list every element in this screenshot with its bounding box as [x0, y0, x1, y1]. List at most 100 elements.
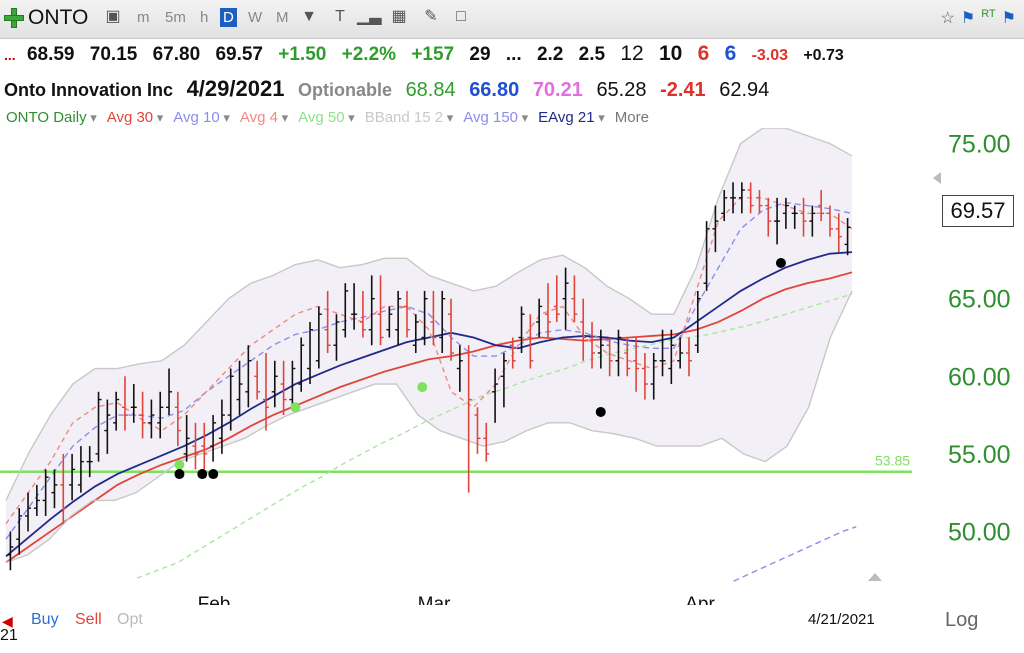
star-icon[interactable]: ☆ [940, 10, 955, 27]
price-bar [439, 290, 446, 353]
quote-open: 68.59 [26, 44, 75, 65]
period-w[interactable]: W [248, 9, 263, 26]
scroll-up-icon [933, 172, 941, 184]
nav-left-icon[interactable]: ◀ [2, 613, 13, 629]
price-bar [359, 290, 366, 338]
quote-line-2: Onto Innovation Inc 4/29/2021 Optionable… [4, 76, 777, 102]
price-bar [16, 508, 23, 555]
price-bar [659, 329, 666, 377]
quote-v4: 12 [620, 42, 644, 65]
price-bar [597, 329, 604, 369]
price-bar [580, 298, 587, 361]
y-tick-label: 75.00 [948, 131, 1011, 159]
green-dot-marker [417, 382, 428, 393]
price-bar [121, 376, 128, 431]
grid-icon[interactable]: ▦ [391, 8, 407, 25]
level-line-label: 53.85 [875, 453, 910, 469]
sell-button[interactable]: Sell [75, 611, 102, 628]
symbol-label[interactable]: ONTO [28, 6, 89, 29]
quote-v7: 6 [724, 42, 737, 65]
price-bar [818, 190, 825, 222]
chart-style-icon[interactable]: ▣ [105, 8, 121, 25]
field-5: -2.41 [660, 79, 706, 101]
y-tick-label: 60.00 [948, 363, 1011, 391]
price-bar [677, 337, 684, 369]
legend-avg-10[interactable]: Avg 10 [173, 109, 230, 126]
price-bar [77, 446, 84, 493]
x-tick-label: Mar [418, 594, 451, 605]
buy-button[interactable]: Buy [31, 611, 59, 628]
comment-icon[interactable]: □ [456, 8, 466, 25]
text-icon[interactable]: T [335, 8, 345, 25]
price-bar [721, 190, 728, 222]
scroll-down-icon [868, 573, 882, 581]
rt-badge[interactable]: RT [981, 8, 996, 20]
flag-icon-2[interactable]: ⚑ [1001, 10, 1016, 27]
price-bar [69, 453, 76, 501]
price-bar [782, 197, 789, 229]
price-bar [624, 337, 631, 377]
price-bar [201, 422, 208, 470]
bottom-date: 4/21/2021 [808, 611, 875, 628]
legend-avg-30[interactable]: Avg 30 [107, 109, 164, 126]
field-4: 65.28 [596, 79, 647, 101]
bar-chart-icon[interactable]: ▁▃ [357, 8, 382, 25]
add-symbol-icon[interactable] [4, 8, 24, 28]
legend-avg-50[interactable]: Avg 50 [298, 109, 355, 126]
price-bar [474, 407, 481, 454]
bottom-left-number: 21 [0, 627, 18, 644]
quote-v9: +0.73 [803, 47, 844, 64]
price-bar [254, 360, 261, 400]
legend-avg-150[interactable]: Avg 150 [463, 109, 528, 126]
symbol-group[interactable]: ONTO [4, 5, 88, 31]
price-bar [95, 391, 102, 462]
price-bar [703, 221, 710, 291]
price-bar [192, 422, 199, 470]
price-bar [448, 298, 455, 361]
price-bar [377, 275, 384, 346]
pencil-icon[interactable]: ✎ [424, 8, 438, 25]
price-bar [500, 353, 507, 408]
dropdown-icon[interactable]: ▼ [301, 8, 317, 25]
legend-avg-4[interactable]: Avg 4 [240, 109, 288, 126]
quote-v2: 2.2 [536, 44, 564, 65]
period-d[interactable]: D [220, 8, 237, 27]
price-bar [633, 337, 640, 392]
quote-v8: -3.03 [751, 47, 789, 64]
period-m[interactable]: m [137, 9, 150, 26]
price-bar [7, 531, 14, 571]
y-tick-label: 50.00 [948, 518, 1011, 546]
legend-eavg-21[interactable]: EAvg 21 [538, 109, 605, 126]
price-chart[interactable]: 53.85 75.00 65.00 60.00 55.00 50.00 Feb Mar Apr [0, 128, 1024, 605]
price-bar [25, 492, 32, 532]
price-bar [456, 345, 463, 392]
field-1: 68.84 [405, 79, 456, 101]
log-toggle[interactable]: Log [945, 609, 979, 631]
x-tick-label: Feb [198, 594, 231, 605]
legend-more[interactable]: More [614, 109, 649, 126]
company-name: Onto Innovation Inc [4, 80, 173, 100]
price-bar [835, 213, 842, 253]
price-bar [738, 182, 745, 214]
price-bar [527, 314, 534, 369]
price-bar [685, 337, 692, 377]
price-bar [33, 484, 40, 516]
opt-button[interactable]: Opt [117, 611, 143, 628]
period-h[interactable]: h [200, 9, 209, 26]
flag-icon[interactable]: ⚑ [960, 10, 976, 27]
price-bar [606, 337, 613, 377]
period-5m[interactable]: 5m [165, 9, 186, 26]
period-m-month[interactable]: M [276, 9, 289, 26]
optionable-label: Optionable [298, 80, 392, 100]
avg-30-line [5, 271, 853, 564]
price-bar [650, 353, 657, 400]
indicator-legend: ONTO Daily Avg 30 Avg 10 Avg 4 Avg 50 BB… [6, 109, 649, 126]
price-bar [368, 275, 375, 346]
price-bar [730, 182, 737, 214]
legend-onto-daily[interactable]: ONTO Daily [6, 109, 97, 126]
price-bar [148, 399, 155, 439]
quote-change-pct: +2.2% [341, 44, 397, 65]
legend-bband[interactable]: BBand 15 2 [365, 109, 454, 126]
quote-close: 69.57 [215, 44, 263, 65]
field-3: 70.21 [532, 79, 583, 101]
